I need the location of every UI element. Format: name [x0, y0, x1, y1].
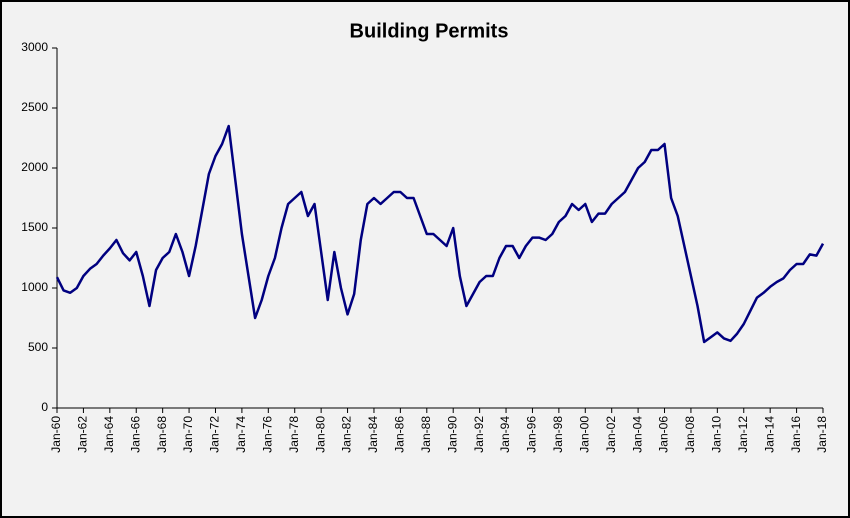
x-tick-label: Jan-98 [551, 416, 565, 453]
x-tick-label: Jan-66 [128, 416, 142, 453]
y-tick-label: 3000 [21, 40, 48, 54]
x-tick-label: Jan-80 [313, 416, 327, 453]
x-tick-label: Jan-74 [234, 416, 248, 453]
x-tick-label: Jan-94 [498, 416, 512, 453]
x-tick-label: Jan-70 [181, 416, 195, 453]
x-tick-label: Jan-04 [630, 416, 644, 453]
x-tick-label: Jan-64 [102, 416, 116, 453]
x-tick-label: Jan-68 [155, 416, 169, 453]
x-tick-label: Jan-02 [604, 416, 618, 453]
x-tick-label: Jan-60 [49, 416, 63, 453]
x-tick-label: Jan-14 [762, 416, 776, 453]
x-tick-label: Jan-96 [525, 416, 539, 453]
y-tick-label: 2500 [21, 100, 48, 114]
x-tick-label: Jan-72 [208, 416, 222, 453]
x-tick-label: Jan-16 [789, 416, 803, 453]
x-tick-label: Jan-62 [76, 416, 90, 453]
y-tick-label: 1000 [21, 280, 48, 294]
x-tick-label: Jan-86 [393, 416, 407, 453]
x-tick-label: Jan-84 [366, 416, 380, 453]
x-tick-label: Jan-78 [287, 416, 301, 453]
y-tick-label: 1500 [21, 220, 48, 234]
x-tick-label: Jan-88 [419, 416, 433, 453]
x-tick-label: Jan-18 [815, 416, 829, 453]
data-line [55, 124, 825, 344]
x-tick-label: Jan-10 [710, 416, 724, 453]
y-tick-label: 500 [28, 340, 48, 354]
x-tick-label: Jan-76 [260, 416, 274, 453]
chart-title: Building Permits [350, 20, 509, 42]
y-tick-label: 0 [41, 400, 48, 414]
x-tick-label: Jan-08 [683, 416, 697, 453]
x-tick-label: Jan-06 [657, 416, 671, 453]
x-tick-label: Jan-00 [577, 416, 591, 453]
x-tick-label: Jan-92 [472, 416, 486, 453]
x-tick-label: Jan-12 [736, 416, 750, 453]
x-tick-label: Jan-82 [340, 416, 354, 453]
x-tick-label: Jan-90 [445, 416, 459, 453]
y-tick-label: 2000 [21, 160, 48, 174]
